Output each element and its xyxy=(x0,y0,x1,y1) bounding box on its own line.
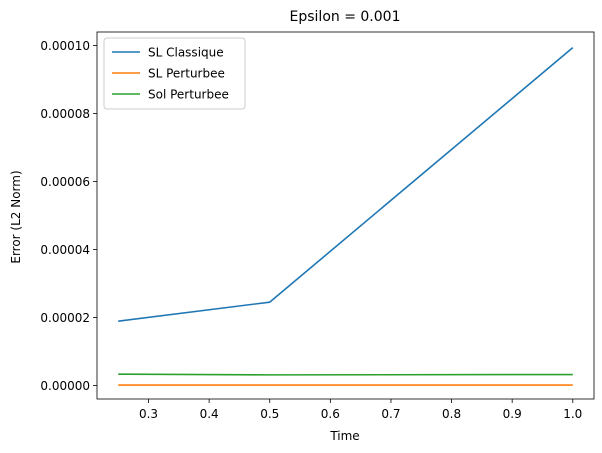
x-tick-label: 0.3 xyxy=(139,407,158,421)
x-tick-label: 0.4 xyxy=(200,407,219,421)
legend-label: SL Classique xyxy=(148,46,224,60)
y-tick-label: 0.00010 xyxy=(40,39,90,53)
y-tick-label: 0.00008 xyxy=(40,107,90,121)
x-tick-label: 1.0 xyxy=(563,407,582,421)
x-tick-label: 0.9 xyxy=(503,407,522,421)
x-axis-label: Time xyxy=(329,429,359,443)
legend-box xyxy=(103,37,246,110)
x-tick-label: 0.5 xyxy=(260,407,279,421)
axes-frame xyxy=(96,31,595,400)
x-tick-label: 0.6 xyxy=(321,407,340,421)
y-tick-label: 0.00000 xyxy=(40,379,90,393)
legend-label: SL Perturbee xyxy=(148,67,225,81)
chart-title: Epsilon = 0.001 xyxy=(290,9,401,25)
plot-area: 0.3 0.4 0.5 0.6 0.7 0.8 0.9 1.0 0.00000 0.00002 0.… xyxy=(40,31,595,421)
series-line-sol-perturbee xyxy=(118,373,573,376)
legend-label: Sol Perturbee xyxy=(148,88,229,102)
y-tick-label: 0.00004 xyxy=(40,243,90,257)
y-tick-label: 0.00002 xyxy=(40,311,90,325)
y-axis-label: Error (L2 Norm) xyxy=(9,170,23,263)
x-tick-label: 0.7 xyxy=(381,407,400,421)
series-line-sl-classique xyxy=(118,47,574,322)
x-tick-label: 0.8 xyxy=(442,407,461,421)
y-tick-label: 0.00006 xyxy=(40,175,90,189)
